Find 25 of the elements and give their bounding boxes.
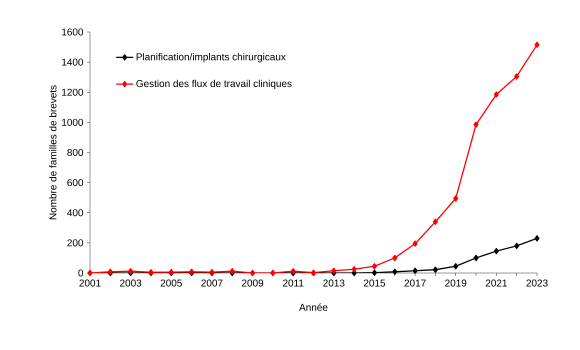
y-tick-label: 600 (67, 179, 84, 186)
x-tick-label: 2019 (445, 280, 466, 287)
y-tick-label: 0 (78, 269, 84, 277)
x-axis-title: Année (299, 303, 328, 311)
x-tick-label: 2021 (486, 280, 507, 287)
x-tick-label: 2003 (120, 280, 142, 287)
x-tick-label: 2011 (282, 280, 304, 287)
x-tick-label: 2017 (404, 280, 426, 287)
x-tick-label: 2009 (242, 280, 264, 287)
x-tick-label: 2013 (323, 280, 344, 287)
y-tick-label: 1000 (62, 118, 84, 126)
y-tick-label: 1200 (62, 88, 84, 96)
legend-label: Gestion des flux de travail cliniques (136, 80, 292, 90)
y-axis-title: Nombre de familles de brevets (49, 85, 56, 220)
x-tick-label: 2007 (201, 280, 222, 287)
y-tick-label: 1400 (62, 58, 84, 66)
y-tick-label: 200 (67, 239, 84, 246)
x-tick-label: 2001 (79, 280, 101, 287)
y-tick-label: 800 (67, 148, 84, 156)
y-tick-label: 1600 (62, 28, 84, 36)
legend-label: Planification/implants chirurgicaux (136, 53, 286, 62)
x-tick-label: 2023 (526, 280, 548, 287)
x-tick-label: 2005 (160, 280, 182, 287)
y-tick-label: 400 (67, 209, 84, 216)
x-tick-label: 2015 (364, 280, 386, 287)
